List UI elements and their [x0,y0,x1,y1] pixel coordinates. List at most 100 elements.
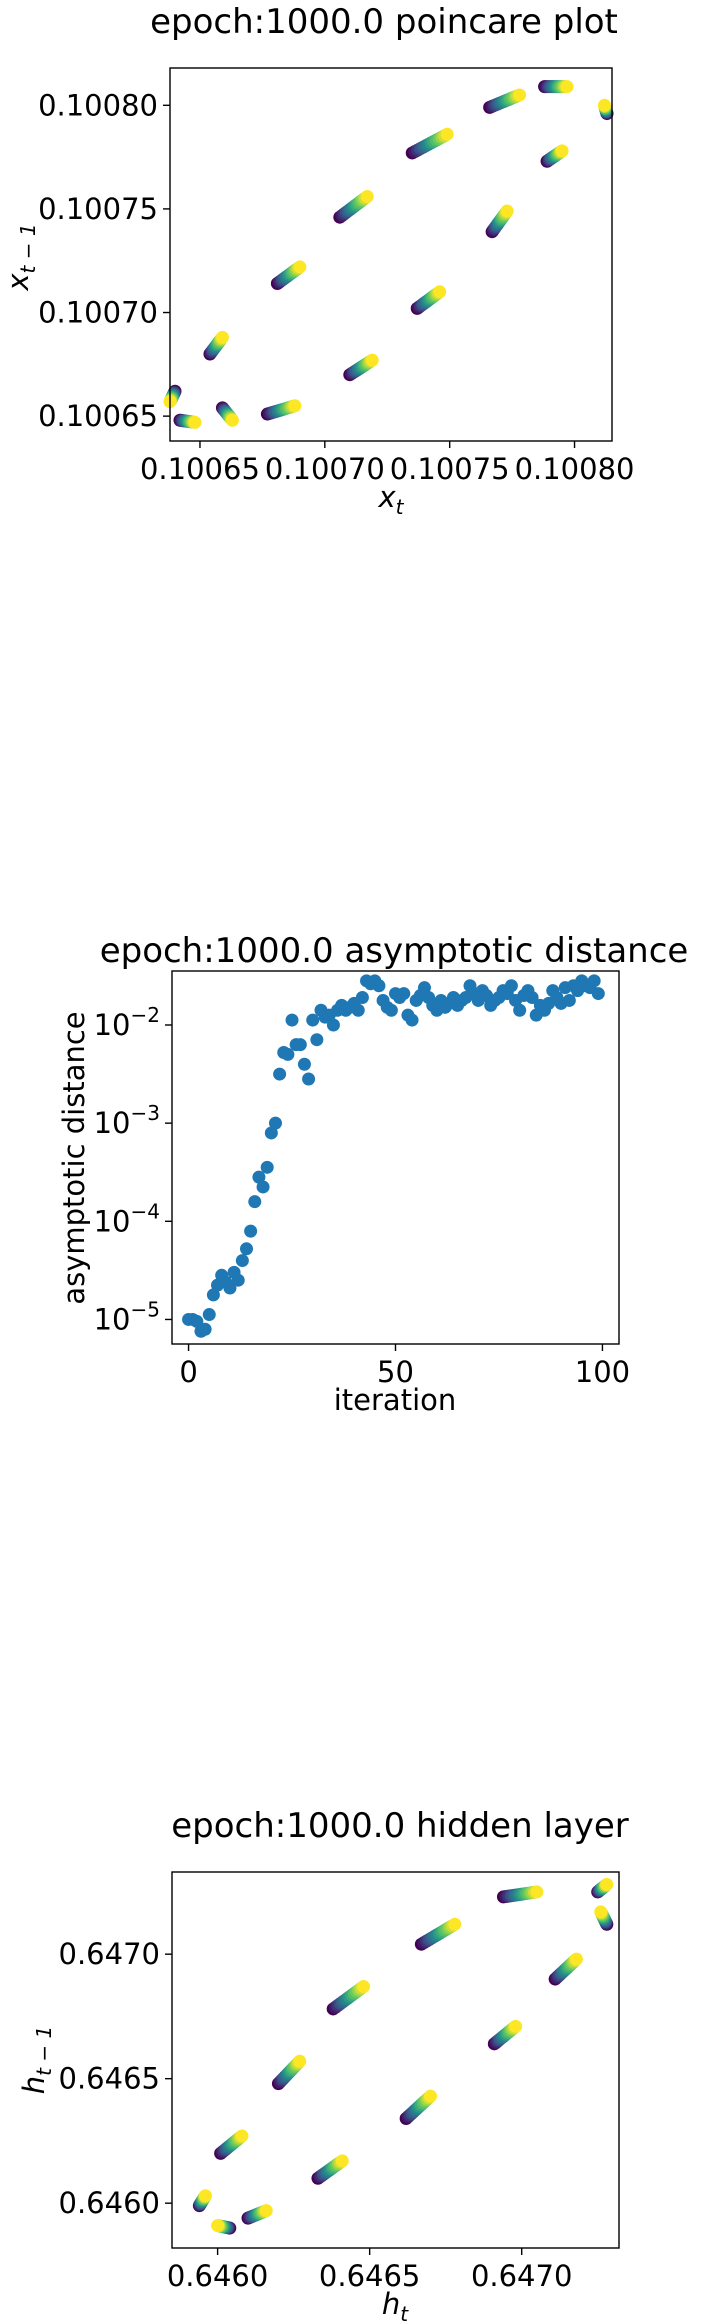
y-tick-label: 0.10065 [38,399,158,433]
scatter-point [351,1003,365,1017]
scatter-point [252,1170,266,1184]
hidden-layer-frame [171,1871,620,2249]
asymptotic-distance-points [182,974,605,1338]
x-tick-label: 0.10080 [515,452,635,486]
hidden-layer-y-label-base: h [17,2076,51,2094]
scatter-point [302,1072,316,1086]
hidden-layer-y-label-sub: t − 1 [32,2026,56,2076]
scatter-point [372,979,386,993]
poincare-plot-title: epoch:1000.0 poincare plot [150,2,618,42]
scatter-point [273,1067,287,1081]
scatter-point [569,1952,583,1966]
scatter-point [440,127,454,141]
hidden-layer-y-ticks: 0.6460 0.6465 0.6470 [59,1937,172,2220]
y-tick-label: 0.6470 [59,1937,160,1971]
scatter-point [509,2019,523,2033]
y-tick-label: 10−4 [94,1199,160,1238]
asymptotic-distance-x-ticks: 0 50 100 [179,1344,630,1389]
scatter-point [225,413,239,427]
scatter-point [562,993,576,1007]
y-tick-label: 0.6465 [59,2062,160,2096]
scatter-point [306,1013,320,1027]
scatter-point [530,1885,544,1899]
scatter-point [357,1980,371,1994]
scatter-point [248,1195,262,1209]
hidden-layer-y-label: ht − 1 [17,2026,56,2094]
scatter-point [259,2204,273,2218]
x-tick-label: 0.10065 [140,452,260,486]
scatter-point [198,2189,212,2203]
scatter-point [591,987,605,1001]
scatter-point [504,979,518,993]
scatter-point [310,1033,324,1047]
y-tick-label: 10−5 [94,1297,160,1336]
scatter-point [525,991,539,1005]
scatter-point [587,974,601,988]
scatter-point [268,1116,282,1130]
asymptotic-distance-x-label: iteration [334,1383,457,1417]
scatter-point [326,1018,340,1032]
scatter-point [513,88,527,102]
x-tick-label: 0.6465 [319,2259,420,2293]
x-tick-label: 0.10070 [265,452,385,486]
scatter-point [433,285,447,299]
asymptotic-distance-y-ticks: 10−5 10−4 10−3 10−2 [94,1003,172,1336]
scatter-point [188,415,202,429]
scatter-point [293,260,307,274]
hidden-layer-x-label: ht [382,2287,409,2323]
scatter-point [202,1308,216,1322]
hidden-layer-chart: epoch:1000.0 hidden layer 0.6460 0.6465 0.… [17,1806,629,2323]
scatter-point [423,2089,437,2103]
scatter-point [355,991,369,1005]
scatter-point [297,1057,311,1071]
y-tick-label: 10−3 [94,1101,160,1140]
scatter-point [397,987,411,1001]
y-tick-label: 0.6460 [59,2186,160,2220]
scatter-point [417,981,431,995]
x-tick-label: 0 [179,1355,197,1389]
hidden-layer-points [192,1877,614,2235]
scatter-point [384,1003,398,1017]
y-tick-label: 0.10075 [38,192,158,226]
asymptotic-distance-frame [171,970,620,1345]
scatter-point [335,2154,349,2168]
x-tick-label: 50 [377,1355,414,1389]
x-tick-label: 0.6460 [167,2259,268,2293]
scatter-point [244,1224,258,1238]
poincare-plot-x-ticks: 0.10065 0.10070 0.10075 0.10080 [140,441,635,486]
hidden-layer-x-ticks: 0.6460 0.6465 0.6470 [167,2248,572,2293]
poincare-plot-y-ticks: 0.10065 0.10070 0.10075 0.10080 [38,88,170,433]
scatter-point [231,1273,245,1287]
scatter-point [235,2129,249,2143]
poincare-plot-y-label-sub: t − 1 [16,223,40,273]
y-tick-label: 0.10080 [38,88,158,122]
scatter-point [264,1126,278,1140]
y-tick-label: 10−2 [94,1003,160,1042]
scatter-point [500,204,514,218]
scatter-point [288,399,302,413]
scatter-point [293,2054,307,2068]
scatter-point [285,1013,299,1027]
scatter-point [555,144,569,158]
scatter-point [405,1013,419,1027]
asymptotic-distance-title: epoch:1000.0 asymptotic distance [100,931,689,971]
poincare-plot-chart: epoch:1000.0 poincare plot 0.10065 0.1007… [1,2,635,519]
scatter-point [190,1314,204,1328]
scatter-point [256,1180,270,1194]
scatter-point [513,1003,527,1017]
asymptotic-distance-y-label: asymptotic distance [57,1011,91,1304]
poincare-plot-y-label: xt − 1 [1,223,40,291]
scatter-point [281,1047,295,1061]
scatter-point [360,189,374,203]
scatter-point [235,1254,249,1268]
hidden-layer-x-label-sub: t [400,2302,409,2323]
scatter-point [240,1242,253,1256]
scatter-point [365,353,379,367]
scatter-point [223,1281,237,1295]
poincare-plot-x-label-base: x [377,480,396,514]
scatter-point [600,1877,614,1891]
scatter-point [206,1288,220,1302]
scatter-point [598,98,612,112]
poincare-plot-points [163,80,614,429]
